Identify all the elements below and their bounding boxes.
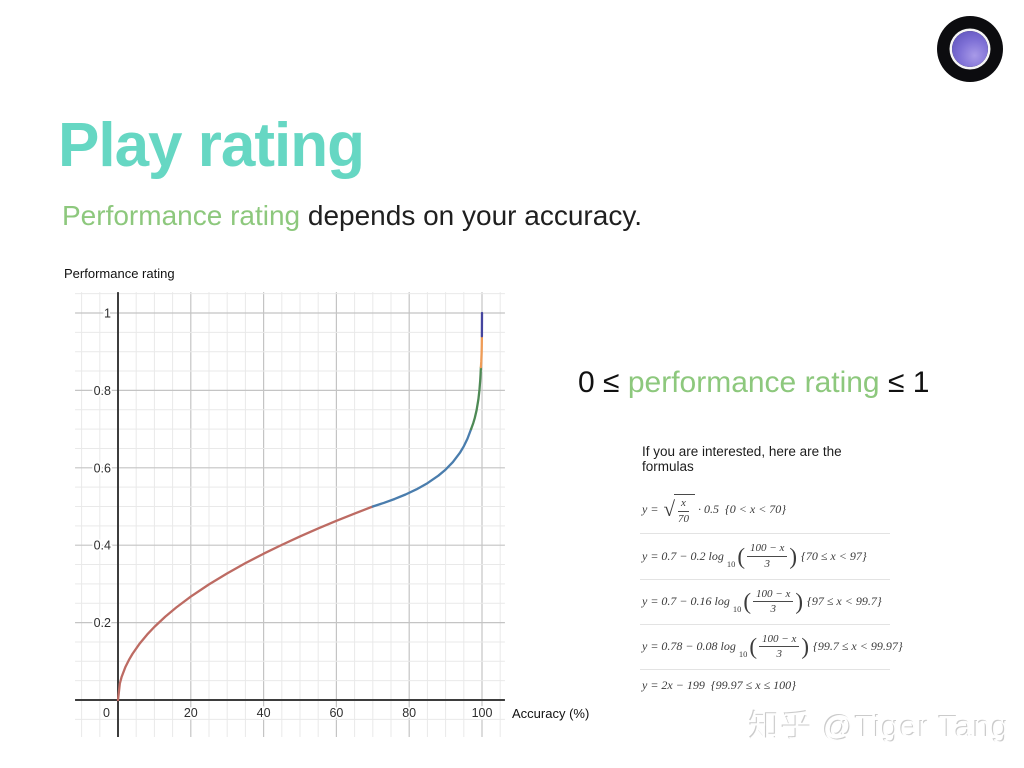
chart-y-axis-label: Performance rating <box>64 266 175 281</box>
inequality-left: 0 ≤ <box>578 366 628 399</box>
page-title: Play rating <box>58 110 365 180</box>
svg-text:0.2: 0.2 <box>94 616 111 630</box>
svg-text:60: 60 <box>329 706 343 720</box>
inequality-right: ≤ 1 <box>879 366 930 399</box>
subtitle-rest: depends on your accuracy. <box>300 200 643 231</box>
svg-text:0.8: 0.8 <box>94 384 111 398</box>
formula-row: y = 0.7 − 0.16 log 10(100 − x 3) {97 ≤ x < … <box>640 578 890 624</box>
chart-canvas: 20 40 60 80 100 0 0.2 0.4 0.6 0.8 1 <box>75 292 505 737</box>
performance-chart: 20 40 60 80 100 0 0.2 0.4 0.6 0.8 1 <box>60 285 520 745</box>
subtitle-highlight: Performance rating <box>62 200 301 231</box>
formula-row: y = 0.7 − 0.2 log 10(100 − x 3) {70 ≤ x < 9… <box>640 533 890 578</box>
lens-logo-center <box>952 31 988 67</box>
svg-text:0.4: 0.4 <box>94 539 111 553</box>
subtitle: Performance rating depends on your accur… <box>62 200 642 232</box>
watermark: 知乎 @Tiger Tang <box>749 709 1010 744</box>
svg-text:1: 1 <box>104 307 111 321</box>
svg-text:20: 20 <box>184 706 198 720</box>
inequality-statement: 0 ≤ performance rating ≤ 1 <box>578 366 929 400</box>
inequality-highlight: performance rating <box>627 366 880 399</box>
formula-heading: If you are interested, here are the form… <box>642 444 842 474</box>
svg-text:0: 0 <box>103 706 110 720</box>
svg-text:0.6: 0.6 <box>94 461 111 475</box>
svg-text:40: 40 <box>257 706 271 720</box>
formula-row: y = √ x 70 · 0.5 {0 < x < 70} <box>640 486 890 533</box>
svg-text:80: 80 <box>402 706 416 720</box>
formula-row: y = 2x − 199 {99.97 ≤ x ≤ 100} <box>640 669 890 701</box>
formula-panel: If you are interested, here are the form… <box>640 444 903 701</box>
svg-text:100: 100 <box>472 706 493 720</box>
formula-list: y = √ x 70 · 0.5 {0 < x < 70} y = 0.7 − 0.2 lo… <box>640 486 903 701</box>
lens-logo-icon <box>937 16 1003 82</box>
formula-row: y = 0.78 − 0.08 log 10(100 − x 3) {99.7 ≤ x… <box>640 623 903 669</box>
chart-x-axis-label: Accuracy (%) <box>512 706 590 721</box>
